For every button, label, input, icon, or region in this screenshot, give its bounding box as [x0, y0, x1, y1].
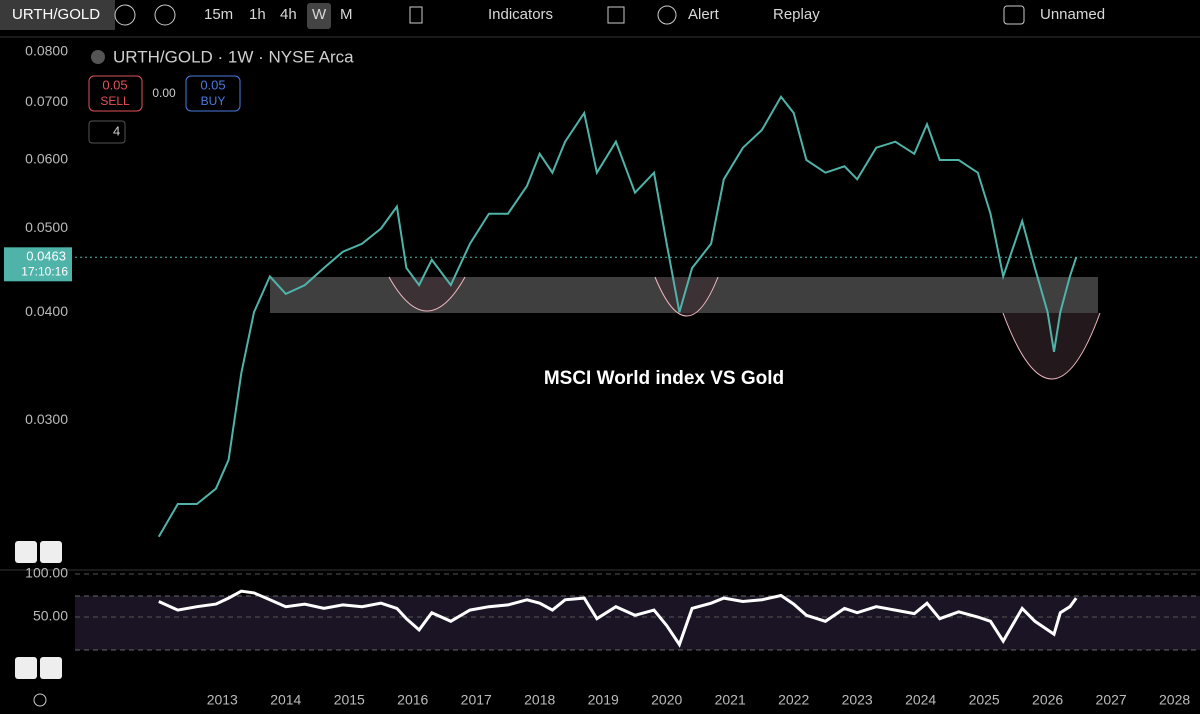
indicators[interactable]: Indicators	[488, 6, 553, 23]
sell-label[interactable]: SELL	[100, 94, 130, 108]
sell-price[interactable]: 0.05	[102, 77, 127, 92]
x-tick-label: 2019	[588, 692, 619, 708]
y-tick-label: 0.0700	[25, 93, 68, 109]
y-tick-label: 0.0300	[25, 411, 68, 427]
indicator-toggle[interactable]	[88, 120, 126, 144]
log-button[interactable]	[40, 657, 62, 679]
y-tick-label: 0.0600	[25, 151, 68, 167]
interval[interactable]: 15m	[204, 6, 233, 23]
interval[interactable]: W	[312, 6, 327, 23]
y-tick-label: 100.00	[25, 565, 68, 581]
alert-icon[interactable]	[657, 5, 677, 25]
x-tick-label: 2013	[207, 692, 238, 708]
x-tick-label: 2027	[1096, 692, 1127, 708]
x-tick-label: 2028	[1159, 692, 1190, 708]
interval[interactable]: M	[340, 6, 353, 23]
spread: 0.00	[152, 86, 176, 100]
layout-icon[interactable]	[1003, 5, 1025, 25]
sell-button[interactable]	[88, 75, 143, 112]
x-tick-label: 2022	[778, 692, 809, 708]
interval[interactable]: 4h	[280, 6, 297, 23]
alert[interactable]: Alert	[688, 6, 720, 23]
rsi-band	[75, 596, 1200, 650]
arc	[1002, 312, 1101, 380]
buy-price[interactable]: 0.05	[200, 77, 225, 92]
x-tick-label: 2016	[397, 692, 428, 708]
y-tick-label: 0.0800	[25, 43, 68, 59]
x-tick-label: 2014	[270, 692, 301, 708]
x-tick-label: 2023	[842, 692, 873, 708]
logo	[91, 50, 105, 64]
y-tick-label: 0.0500	[25, 219, 68, 235]
buy-button[interactable]	[185, 75, 241, 112]
countdown: 17:10:16	[21, 264, 68, 278]
layout-name[interactable]: Unnamed	[1040, 6, 1105, 23]
y-tick-label: 50.00	[33, 608, 68, 624]
x-tick-label: 2025	[969, 692, 1000, 708]
auto-button[interactable]	[15, 657, 37, 679]
indicator-count[interactable]: 4	[113, 123, 120, 138]
auto-button[interactable]	[15, 541, 37, 563]
series-line	[157, 95, 1078, 538]
x-tick-label: 2026	[1032, 692, 1063, 708]
series-line	[158, 589, 1078, 648]
symbol[interactable]: URTH/GOLD	[12, 6, 100, 23]
toolbar: URTH/GOLD 15m 1h 4h W M Indicators Alert…	[0, 0, 1200, 38]
x-tick-label: 2017	[461, 692, 492, 708]
x-tick-label: 2015	[334, 692, 365, 708]
interval[interactable]: 1h	[249, 6, 266, 23]
x-tick-label: 2020	[651, 692, 682, 708]
add-symbol[interactable]	[154, 4, 176, 26]
arc	[388, 276, 466, 312]
chart-title: URTH/GOLD · 1W · NYSE Arca	[113, 47, 354, 66]
arc	[654, 276, 719, 317]
buy-label[interactable]: BUY	[201, 94, 226, 108]
buttons	[15, 541, 62, 707]
x-tick-label: 2018	[524, 692, 555, 708]
x-tick-label: 2024	[905, 692, 936, 708]
active-interval-bg	[307, 3, 331, 29]
last-price: 0.0463	[26, 249, 66, 264]
replay[interactable]: Replay	[773, 6, 820, 23]
y-tick-label: 0.0400	[25, 303, 68, 319]
icon[interactable]	[114, 4, 136, 26]
chart-type[interactable]	[409, 6, 423, 24]
settings[interactable]	[33, 693, 47, 707]
annotation: MSCI World index VS Gold	[544, 368, 784, 389]
last-price-box	[4, 247, 72, 282]
log-button[interactable]	[40, 541, 62, 563]
x-tick-label: 2021	[715, 692, 746, 708]
symbol-box[interactable]	[0, 0, 115, 30]
layouts[interactable]	[607, 6, 625, 24]
